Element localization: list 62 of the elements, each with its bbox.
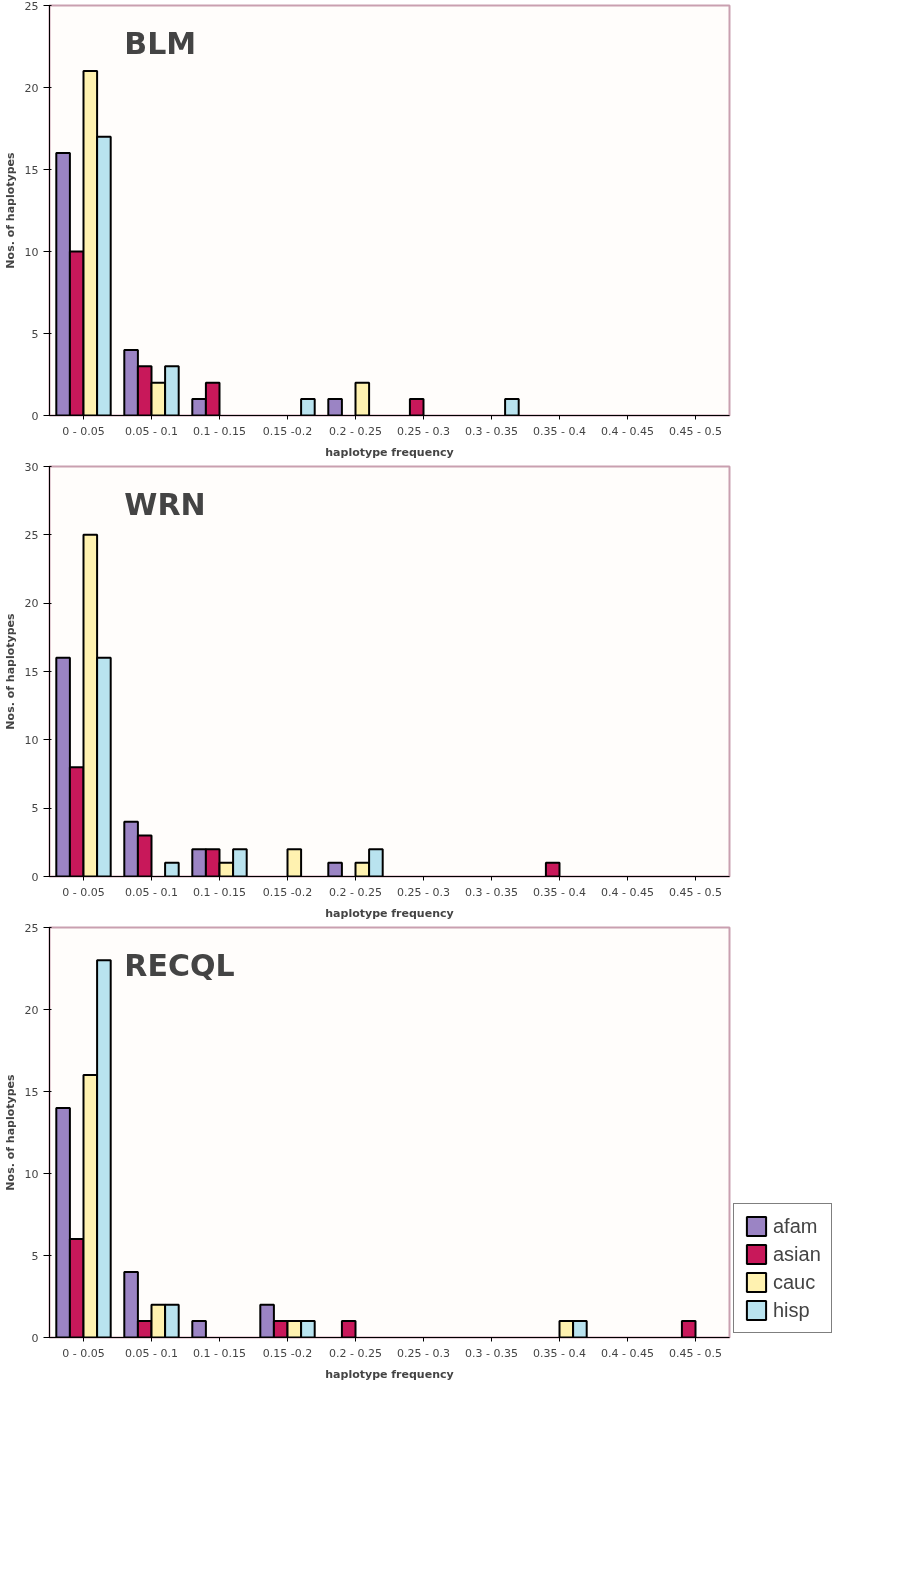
y-tick-label: 20 bbox=[24, 597, 39, 611]
x-tick-label: 0.05 - 0.1 bbox=[125, 424, 178, 438]
y-tick-label: 10 bbox=[24, 733, 39, 747]
y-axis-title: Nos. of haplotypes bbox=[3, 612, 17, 730]
x-tick-label: 0.1 - 0.15 bbox=[193, 424, 246, 438]
x-tick-label: 0.45 - 0.5 bbox=[669, 424, 722, 438]
x-tick-label: 0.05 - 0.1 bbox=[125, 1346, 178, 1360]
y-tick-label: 0 bbox=[31, 1331, 39, 1345]
y-tick-label: 30 bbox=[24, 460, 39, 474]
y-tick-label: 5 bbox=[31, 1249, 39, 1263]
y-tick-label: 25 bbox=[24, 528, 39, 542]
text: WRN bbox=[124, 486, 206, 522]
y-tick-label: 0 bbox=[31, 870, 39, 884]
x-tick-label: 0.4 - 0.45 bbox=[601, 424, 654, 438]
x-tick-label: 0.2 - 0.25 bbox=[329, 424, 382, 438]
y-tick-label: 25 bbox=[24, 0, 39, 13]
x-tick-label: 0 - 0.05 bbox=[62, 885, 105, 899]
x-tick-label: 0.45 - 0.5 bbox=[669, 885, 722, 899]
x-tick-label: 0.15 -0.2 bbox=[262, 885, 313, 899]
x-tick-label: 0.3 - 0.35 bbox=[465, 1346, 518, 1360]
x-tick-label: 0.35 - 0.4 bbox=[533, 424, 586, 438]
y-tick-label: 15 bbox=[24, 1085, 39, 1099]
x-tick-label: 0.15 -0.2 bbox=[262, 1346, 313, 1360]
x-tick-label: 0 - 0.05 bbox=[62, 424, 105, 438]
x-tick-label: 0.3 - 0.35 bbox=[465, 424, 518, 438]
x-axis-title: haplotype frequency bbox=[325, 906, 454, 920]
x-tick-label: 0.4 - 0.45 bbox=[601, 1346, 654, 1360]
y-tick-label: 20 bbox=[24, 81, 39, 95]
legend-label: afam bbox=[773, 1214, 818, 1238]
x-tick-label: 0.15 -0.2 bbox=[262, 424, 313, 438]
y-tick-label: 25 bbox=[24, 921, 39, 935]
y-axis-title: Nos. of haplotypes bbox=[3, 1073, 17, 1191]
y-tick-label: 15 bbox=[24, 665, 39, 679]
x-tick-label: 0.2 - 0.25 bbox=[329, 1346, 382, 1360]
x-axis-title: haplotype frequency bbox=[325, 445, 454, 459]
y-tick-label: 5 bbox=[31, 327, 39, 341]
x-tick-label: 0 - 0.05 bbox=[62, 1346, 105, 1360]
x-tick-label: 0.05 - 0.1 bbox=[125, 885, 178, 899]
x-tick-label: 0.1 - 0.15 bbox=[193, 1346, 246, 1360]
y-tick-label: 5 bbox=[31, 802, 39, 816]
x-tick-label: 0.35 - 0.4 bbox=[533, 1346, 586, 1360]
y-tick-label: 0 bbox=[31, 409, 39, 423]
x-tick-label: 0.25 - 0.3 bbox=[397, 424, 450, 438]
x-tick-label: 0.3 - 0.35 bbox=[465, 885, 518, 899]
y-tick-label: 15 bbox=[24, 163, 39, 177]
x-tick-label: 0.4 - 0.45 bbox=[601, 885, 654, 899]
y-axis-title: Nos. of haplotypes bbox=[3, 151, 17, 269]
y-tick-label: 10 bbox=[24, 1167, 39, 1181]
x-tick-label: 0.45 - 0.5 bbox=[669, 1346, 722, 1360]
x-tick-label: 0.25 - 0.3 bbox=[397, 1346, 450, 1360]
y-tick-label: 10 bbox=[24, 245, 39, 259]
y-tick-label: 20 bbox=[24, 1003, 39, 1017]
x-tick-label: 0.25 - 0.3 bbox=[397, 885, 450, 899]
x-axis-title: haplotype frequency bbox=[325, 1367, 454, 1381]
legend-label: cauc bbox=[773, 1270, 816, 1294]
text: RECQL bbox=[124, 947, 235, 983]
legend-label: hisp bbox=[773, 1298, 810, 1322]
x-tick-label: 0.1 - 0.15 bbox=[193, 885, 246, 899]
x-tick-label: 0.2 - 0.25 bbox=[329, 885, 382, 899]
text: BLM bbox=[124, 25, 197, 61]
x-tick-label: 0.35 - 0.4 bbox=[533, 885, 586, 899]
legend-label: asian bbox=[773, 1242, 821, 1266]
